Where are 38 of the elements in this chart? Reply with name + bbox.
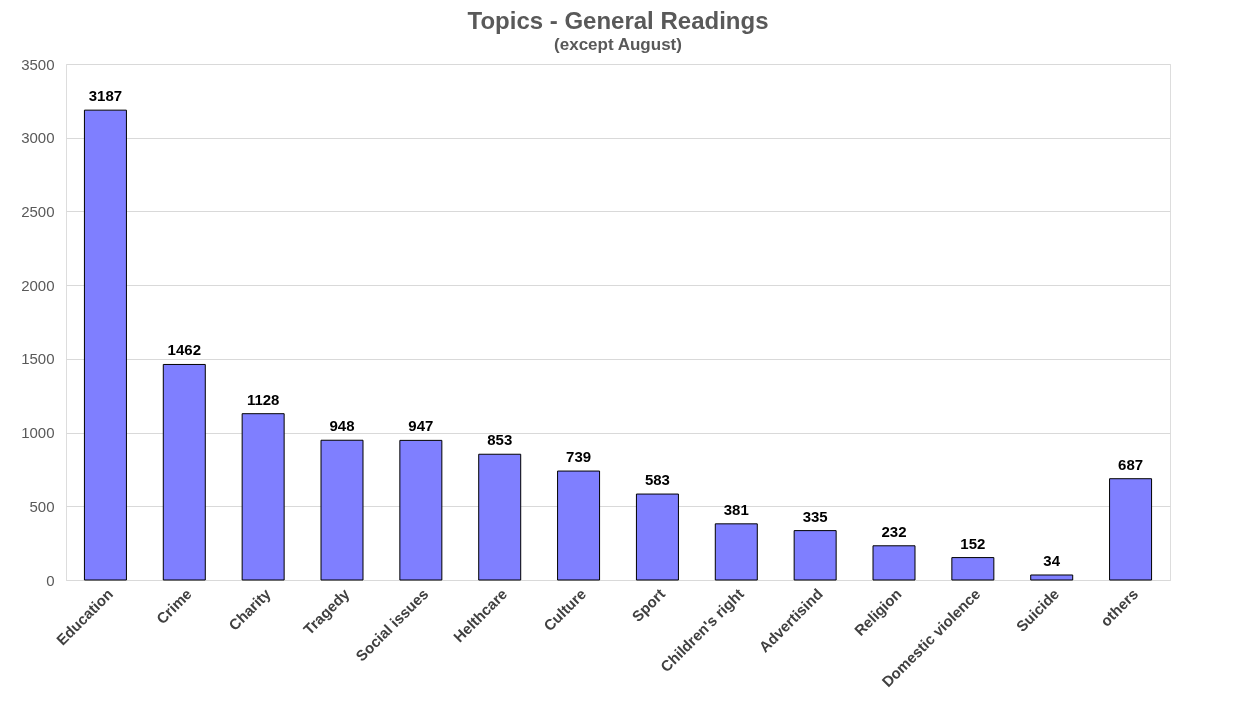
bar [793,530,837,581]
data-label: 853 [487,431,513,449]
bar [1030,574,1074,581]
bar [635,493,679,581]
data-label: 948 [329,417,355,435]
bar [951,557,995,581]
bar [872,545,916,581]
data-label: 687 [1118,455,1144,473]
bar [557,470,601,581]
chart-subtitle: (except August) [554,35,682,54]
bar [1109,478,1153,581]
y-tick-label: 1000 [21,424,55,442]
bar [241,413,285,581]
data-label: 739 [566,448,592,466]
bar [320,439,364,581]
data-label: 1462 [167,341,201,359]
data-label: 34 [1043,551,1061,569]
y-tick-label: 3500 [21,55,55,73]
data-label: 335 [802,507,828,525]
y-tick-label: 2500 [21,202,55,220]
y-tick-label: 3000 [21,129,55,147]
bar [714,523,758,581]
y-tick-label: 1500 [21,350,55,368]
data-label: 232 [881,522,907,540]
data-label: 3187 [88,87,123,105]
data-label: 381 [723,500,749,518]
data-label: 152 [960,534,986,552]
y-tick-label: 0 [46,571,55,589]
bar [162,363,206,581]
bar [478,453,522,581]
data-label: 1128 [246,390,280,408]
y-tick-label: 500 [29,497,55,515]
chart-title: Topics - General Readings [467,7,769,34]
data-label: 583 [644,471,670,489]
y-tick-label: 2000 [21,276,55,294]
bar [399,439,443,581]
data-label: 947 [408,417,434,435]
bar [83,109,127,581]
